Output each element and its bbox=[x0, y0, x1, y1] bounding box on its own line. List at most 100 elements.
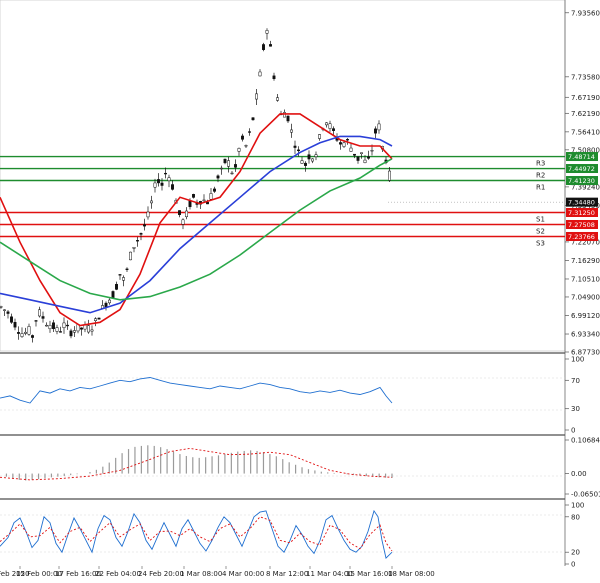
candle-body bbox=[181, 219, 185, 225]
candle-body bbox=[139, 233, 143, 235]
candle-body bbox=[293, 145, 297, 148]
macd-panel: 0.106844 0.00 -0.065013 bbox=[0, 437, 600, 499]
level-tag-label: 7.44972 bbox=[568, 165, 595, 173]
candle-body bbox=[265, 30, 269, 34]
candle-body bbox=[304, 162, 307, 166]
candle-body bbox=[360, 152, 363, 154]
candle-body bbox=[300, 160, 304, 164]
candle-body bbox=[45, 324, 48, 327]
level-name-s3: S3 bbox=[536, 239, 545, 247]
candle-body bbox=[388, 170, 391, 181]
candle-body bbox=[59, 331, 62, 333]
candle-body bbox=[346, 139, 349, 141]
candle-body bbox=[157, 179, 160, 184]
candle-body bbox=[146, 211, 150, 218]
candle-body bbox=[356, 156, 360, 161]
candle-body bbox=[283, 112, 286, 118]
candle-body bbox=[220, 167, 223, 170]
candle-body bbox=[367, 156, 370, 159]
time-tick-label: 12 Feb 2020 bbox=[0, 570, 30, 578]
rsi-line bbox=[0, 377, 393, 404]
level-tag-label: 7.27508 bbox=[568, 221, 595, 229]
candle-body bbox=[206, 201, 209, 205]
candle-body bbox=[48, 325, 52, 330]
rsi-tick-label: 100 bbox=[571, 356, 584, 364]
candle-body bbox=[251, 117, 255, 121]
moving-average-line-2 bbox=[0, 135, 393, 314]
time-tick-label: 11 Mar 04:00 bbox=[306, 570, 353, 578]
candle-body bbox=[342, 142, 346, 147]
level-name-r2: R2 bbox=[536, 172, 545, 180]
candle-body bbox=[272, 75, 276, 80]
candle-body bbox=[202, 199, 206, 202]
candle-body bbox=[227, 160, 230, 167]
candle-body bbox=[62, 322, 66, 328]
candle-body bbox=[171, 184, 174, 190]
candle-body bbox=[262, 44, 265, 50]
price-tick-label: 6.99120 bbox=[571, 312, 600, 320]
candle-body bbox=[230, 172, 234, 175]
candle-body bbox=[370, 150, 374, 152]
candle-body bbox=[258, 71, 262, 77]
stoch-tick-label: 0 bbox=[571, 561, 575, 569]
price-tick-label: 7.16290 bbox=[571, 257, 600, 265]
candle-body bbox=[255, 93, 258, 100]
level-tag-bg bbox=[566, 176, 598, 186]
level-tag-bg bbox=[566, 231, 598, 241]
candle-body bbox=[216, 175, 220, 179]
candle-body bbox=[20, 333, 24, 337]
candle-body bbox=[311, 158, 314, 162]
moving-average-line-3 bbox=[0, 158, 393, 301]
candle-body bbox=[192, 194, 195, 198]
rsi-tick-label: 0 bbox=[571, 427, 575, 435]
candle-body bbox=[122, 277, 125, 281]
candle-body bbox=[52, 322, 55, 330]
candle-body bbox=[3, 309, 6, 311]
time-tick-label: 4 Mar 00:00 bbox=[222, 570, 264, 578]
candle-body bbox=[339, 142, 342, 145]
price-tick-label: 7.93560 bbox=[571, 9, 600, 17]
level-tag-label: 7.23766 bbox=[568, 233, 595, 241]
price-tick-label: 7.04900 bbox=[571, 293, 600, 301]
candle-body bbox=[69, 330, 73, 337]
candle-body bbox=[164, 172, 167, 175]
macd-tick-label: 0.106844 bbox=[571, 437, 600, 445]
candle-body bbox=[6, 311, 10, 314]
candle-body bbox=[353, 153, 356, 156]
price-tick-label: 7.50800 bbox=[571, 146, 600, 154]
price-tick-label: 7.10510 bbox=[571, 275, 600, 283]
candle-body bbox=[118, 274, 122, 276]
macd-tick-label: -0.065013 bbox=[571, 491, 600, 499]
price-tick-label: 7.67190 bbox=[571, 94, 600, 102]
candle-body bbox=[237, 148, 241, 152]
time-tick-label: 22 Feb 04:00 bbox=[95, 570, 141, 578]
candle-body bbox=[318, 134, 321, 139]
candle-body bbox=[209, 193, 213, 200]
candle-body bbox=[160, 182, 164, 186]
candle-body bbox=[24, 331, 27, 334]
candle-body bbox=[297, 149, 300, 152]
candle-body bbox=[132, 246, 136, 249]
stoch-line-2 bbox=[0, 516, 393, 552]
candle-body bbox=[328, 123, 332, 129]
level-tag-bg bbox=[566, 219, 598, 229]
candle-body bbox=[38, 309, 41, 317]
candle-body bbox=[125, 268, 129, 270]
candle-body bbox=[332, 128, 335, 131]
candle-body bbox=[115, 283, 118, 290]
candle-body bbox=[87, 325, 90, 333]
candle-body bbox=[244, 145, 248, 147]
rsi-tick-label: 30 bbox=[571, 405, 580, 413]
rsi-panel: 100 70 30 0 bbox=[0, 356, 584, 435]
rsi-tick-label: 70 bbox=[571, 377, 580, 385]
level-name-r1: R1 bbox=[536, 184, 545, 192]
time-tick-label: 17 Feb 16:00 bbox=[55, 570, 101, 578]
candle-body bbox=[90, 329, 94, 332]
level-tag-label: 7.48714 bbox=[568, 153, 595, 161]
candle-body bbox=[94, 318, 97, 321]
candle-body bbox=[97, 317, 101, 320]
level-tag-label: 7.31250 bbox=[568, 209, 595, 217]
